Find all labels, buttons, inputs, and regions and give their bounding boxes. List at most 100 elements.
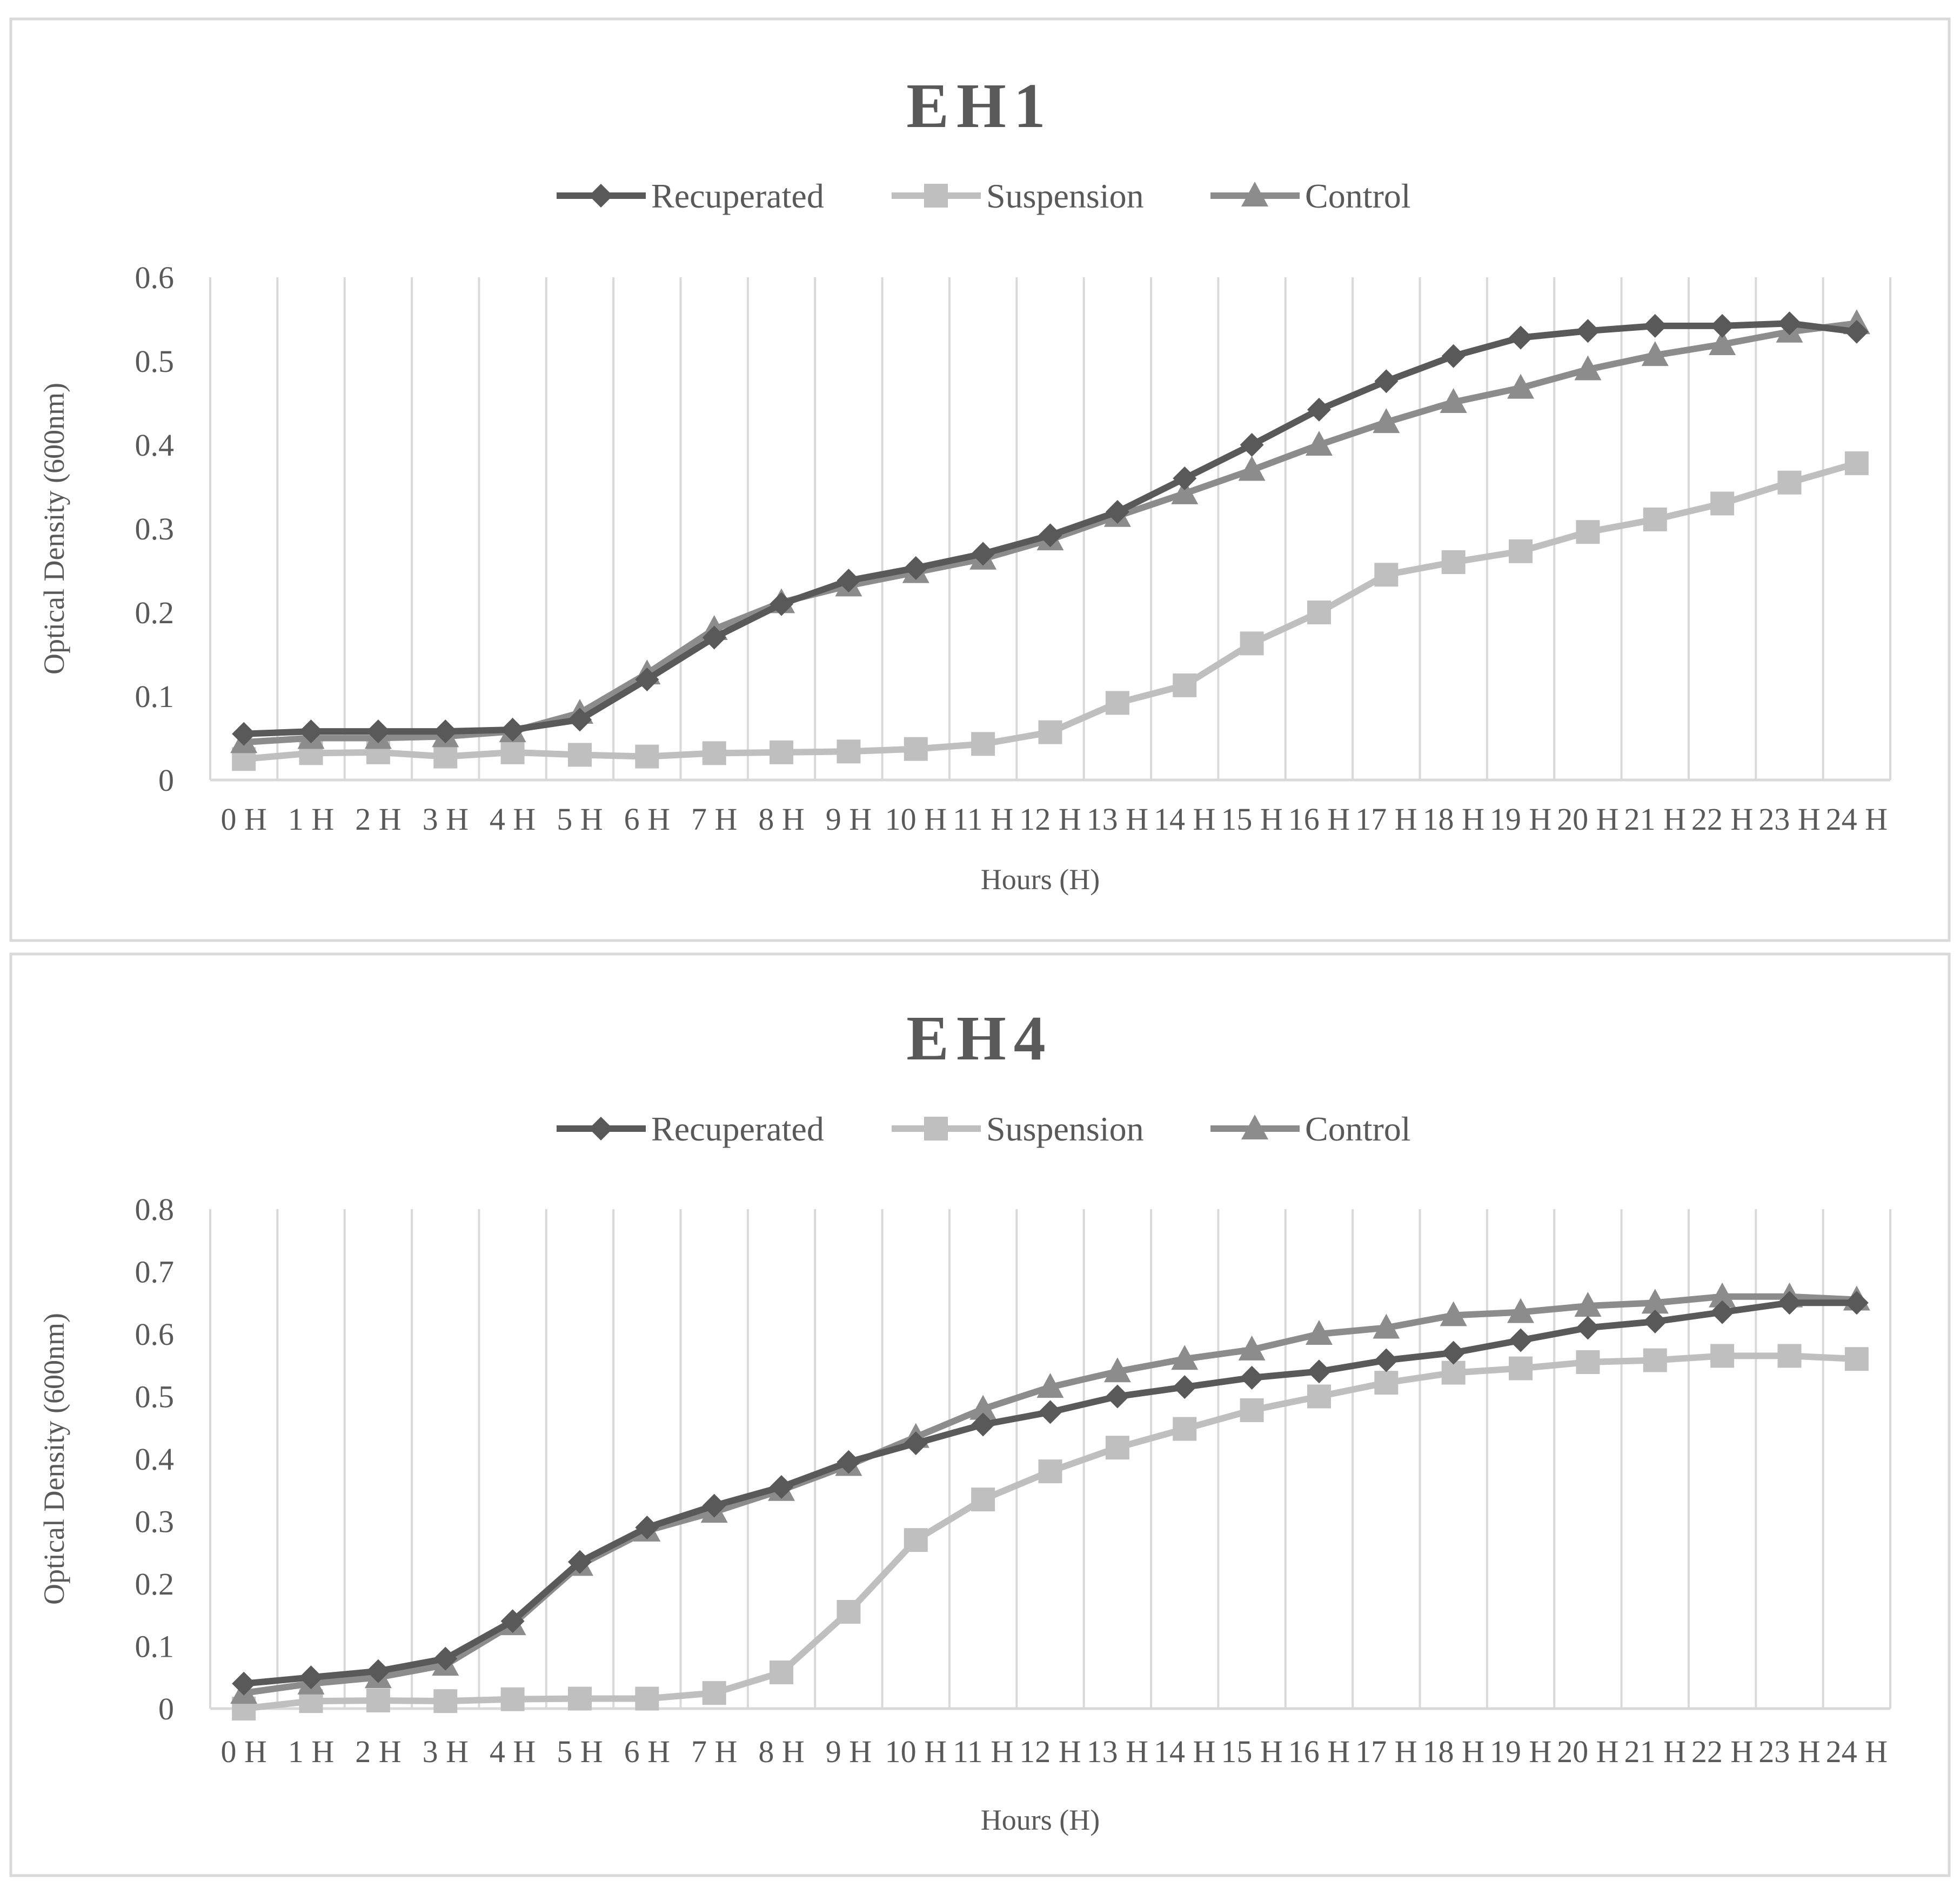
y-tick-label: 0 [158,1691,174,1726]
x-tick-label: 21 H [1624,1734,1686,1769]
legend-entry-control: Control [1210,1110,1411,1148]
data-point [971,1412,995,1437]
legend-label: Recuperated [651,1110,824,1148]
data-point [1307,1384,1331,1409]
data-point [702,1493,726,1518]
data-point [1171,1345,1199,1370]
x-tick-label: 13 H [1087,802,1148,837]
x-tick-label: 17 H [1355,802,1417,837]
data-point [500,1687,525,1711]
y-tick-label: 0.2 [135,595,175,630]
data-point [1374,1348,1399,1372]
data-point [1038,523,1062,548]
legend-entry-control: Control [1210,177,1411,215]
x-tick-label: 6 H [624,1734,670,1769]
data-point [1710,491,1735,516]
x-axis-title: Hours (H) [981,1804,1100,1836]
legend-label: Suspension [986,1110,1144,1148]
legend-marker-square-icon [924,1117,948,1141]
x-tick-label: 15 H [1221,1734,1282,1769]
data-point [1307,601,1331,624]
data-point [837,1599,861,1624]
x-tick-label: 20 H [1557,1734,1618,1769]
x-tick-label: 11 H [953,802,1013,837]
data-point [433,744,458,769]
legend-marker-square-icon [924,184,948,208]
legend-entry-recuperated: Recuperated [557,1110,824,1148]
x-tick-label: 17 H [1355,1734,1417,1769]
data-point [1173,1417,1197,1441]
data-point [971,1488,995,1512]
data-point [635,744,659,769]
data-point [1440,388,1467,413]
data-point [904,1528,928,1552]
chart-panel-eh1: EH1 Recuperated Suspension Control 0 0.1 0.2 0.… [9,17,1951,942]
legend-entry-suspension: Suspension [892,177,1144,215]
legend-label: Control [1305,1110,1411,1148]
x-tick-label: 2 H [355,802,401,837]
data-point [1709,1282,1736,1308]
data-point [1038,720,1062,744]
x-tick-label: 22 H [1691,1734,1753,1769]
data-point [1777,1344,1802,1368]
data-point [1240,1365,1264,1390]
data-point [567,1686,592,1711]
legend-marker-triangle-icon [1241,182,1268,206]
data-point [232,722,256,746]
data-point [1240,631,1264,656]
data-point [1173,466,1197,490]
x-tick-label: 12 H [1019,802,1081,837]
data-point [1507,1298,1535,1323]
data-point [1509,539,1533,563]
x-tick-label: 9 H [826,802,872,837]
legend-label: Suspension [986,177,1144,215]
y-axis-title: Optical Density (600nm) [38,383,70,675]
x-tick-label: 2 H [355,1734,401,1769]
data-point [1441,550,1466,574]
data-point [1643,507,1667,531]
x-tick-label: 4 H [490,1734,536,1769]
data-point [1240,1398,1264,1422]
series-suspension [232,451,1869,771]
x-tick-label: 18 H [1422,1734,1484,1769]
data-point [1641,341,1669,366]
data-point [1576,319,1600,343]
data-point [1844,1291,1869,1315]
data-point [1576,1350,1600,1374]
x-tick-label: 24 H [1826,1734,1888,1769]
x-tick-label: 1 H [288,802,334,837]
data-point [904,1431,928,1456]
data-point [1307,397,1331,422]
data-point [366,1659,390,1683]
chart-title: EH1 [906,70,1053,141]
data-point [702,741,726,765]
data-point [1509,1328,1533,1352]
data-point [500,718,525,742]
data-point [366,1688,390,1712]
data-point [1509,325,1533,350]
data-point [1574,355,1602,381]
data-point [567,1550,592,1574]
data-point [1710,1344,1735,1368]
data-point [299,1665,323,1690]
data-point [770,592,794,616]
data-point [1105,1436,1129,1460]
data-point [1777,470,1802,495]
x-tick-label: 23 H [1758,1734,1820,1769]
data-point [770,740,794,764]
y-tick-label: 0.3 [135,511,175,546]
x-tick-label: 4 H [490,802,536,837]
x-tick-label: 0 H [220,802,266,837]
data-point [1373,1313,1400,1339]
data-point [1374,1371,1399,1395]
y-tick-label: 0.1 [135,1629,175,1664]
data-point [837,1450,861,1474]
x-tick-label: 6 H [624,802,670,837]
x-tick-label: 23 H [1758,802,1820,837]
data-point [1305,431,1333,456]
x-tick-label: 14 H [1154,1734,1215,1769]
data-point [1103,1357,1131,1383]
data-point [1576,520,1600,544]
chart-panel-eh4: EH4 Recuperated Suspension Control 0 0.1 0.2 0.… [9,952,1951,1877]
